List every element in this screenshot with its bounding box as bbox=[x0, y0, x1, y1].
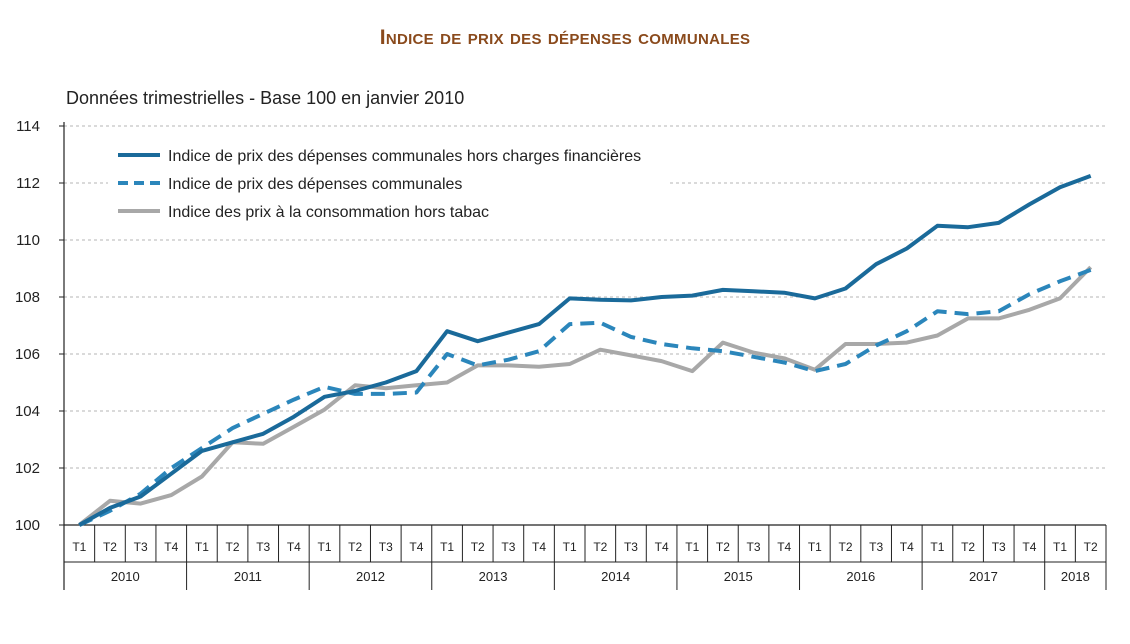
quarter-label: T4 bbox=[1022, 540, 1036, 554]
year-label: 2012 bbox=[356, 569, 385, 584]
quarter-label: T2 bbox=[593, 540, 607, 554]
quarter-label: T3 bbox=[501, 540, 515, 554]
chart-title: Indice de prix des dépenses communales bbox=[379, 26, 751, 49]
y-tick-label: 112 bbox=[16, 175, 40, 192]
year-label: 2018 bbox=[1061, 569, 1090, 584]
y-tick-label: 100 bbox=[15, 517, 40, 534]
quarter-label: T2 bbox=[103, 540, 117, 554]
quarter-label: T2 bbox=[226, 540, 240, 554]
quarter-label: T3 bbox=[869, 540, 883, 554]
quarter-label: T1 bbox=[317, 540, 331, 554]
series-line bbox=[78, 268, 1092, 527]
quarter-label: T4 bbox=[900, 540, 914, 554]
quarter-label: T2 bbox=[716, 540, 730, 554]
series-line bbox=[78, 174, 1092, 527]
quarter-label: T1 bbox=[685, 540, 699, 554]
year-label: 2016 bbox=[846, 569, 875, 584]
year-label: 2011 bbox=[234, 569, 262, 584]
legend-box bbox=[108, 140, 668, 224]
y-tick-label: 102 bbox=[15, 460, 40, 477]
quarter-label: T1 bbox=[72, 540, 86, 554]
legend-label: Indice de prix des dépenses communales h… bbox=[168, 148, 641, 165]
legend-label: Indice des prix à la consommation hors t… bbox=[168, 204, 489, 221]
quarter-label: T4 bbox=[532, 540, 546, 554]
year-label: 2010 bbox=[111, 569, 140, 584]
quarter-label: T1 bbox=[563, 540, 577, 554]
y-tick-label: 106 bbox=[15, 346, 40, 363]
quarter-label: T4 bbox=[655, 540, 669, 554]
quarter-label: T4 bbox=[164, 540, 178, 554]
quarter-label: T3 bbox=[747, 540, 761, 554]
quarter-label: T3 bbox=[624, 540, 638, 554]
y-tick-label: 108 bbox=[15, 289, 40, 306]
chart-subtitle: Données trimestrielles - Base 100 en jan… bbox=[66, 88, 465, 108]
quarter-label: T4 bbox=[409, 540, 423, 554]
quarter-label: T1 bbox=[930, 540, 944, 554]
y-tick-label: 104 bbox=[15, 403, 40, 420]
quarter-label: T1 bbox=[1053, 540, 1067, 554]
legend-label: Indice de prix des dépenses communales bbox=[168, 176, 462, 193]
quarter-label: T3 bbox=[379, 540, 393, 554]
quarter-label: T1 bbox=[440, 540, 454, 554]
quarter-label: T4 bbox=[287, 540, 301, 554]
y-tick-label: 114 bbox=[16, 118, 40, 135]
quarter-label: T2 bbox=[471, 540, 485, 554]
quarter-label: T2 bbox=[838, 540, 852, 554]
quarter-label: T2 bbox=[348, 540, 362, 554]
quarter-label: T2 bbox=[961, 540, 975, 554]
y-tick-label: 110 bbox=[16, 232, 40, 249]
year-label: 2013 bbox=[479, 569, 508, 584]
quarter-label: T4 bbox=[777, 540, 791, 554]
quarter-label: T1 bbox=[195, 540, 209, 554]
quarter-label: T3 bbox=[992, 540, 1006, 554]
series-line bbox=[78, 265, 1093, 527]
quarter-label: T3 bbox=[256, 540, 270, 554]
year-label: 2017 bbox=[969, 569, 998, 584]
year-label: 2015 bbox=[724, 569, 753, 584]
quarter-label: T1 bbox=[808, 540, 822, 554]
quarter-label: T2 bbox=[1084, 540, 1098, 554]
year-label: 2014 bbox=[601, 569, 630, 584]
quarter-label: T3 bbox=[134, 540, 148, 554]
